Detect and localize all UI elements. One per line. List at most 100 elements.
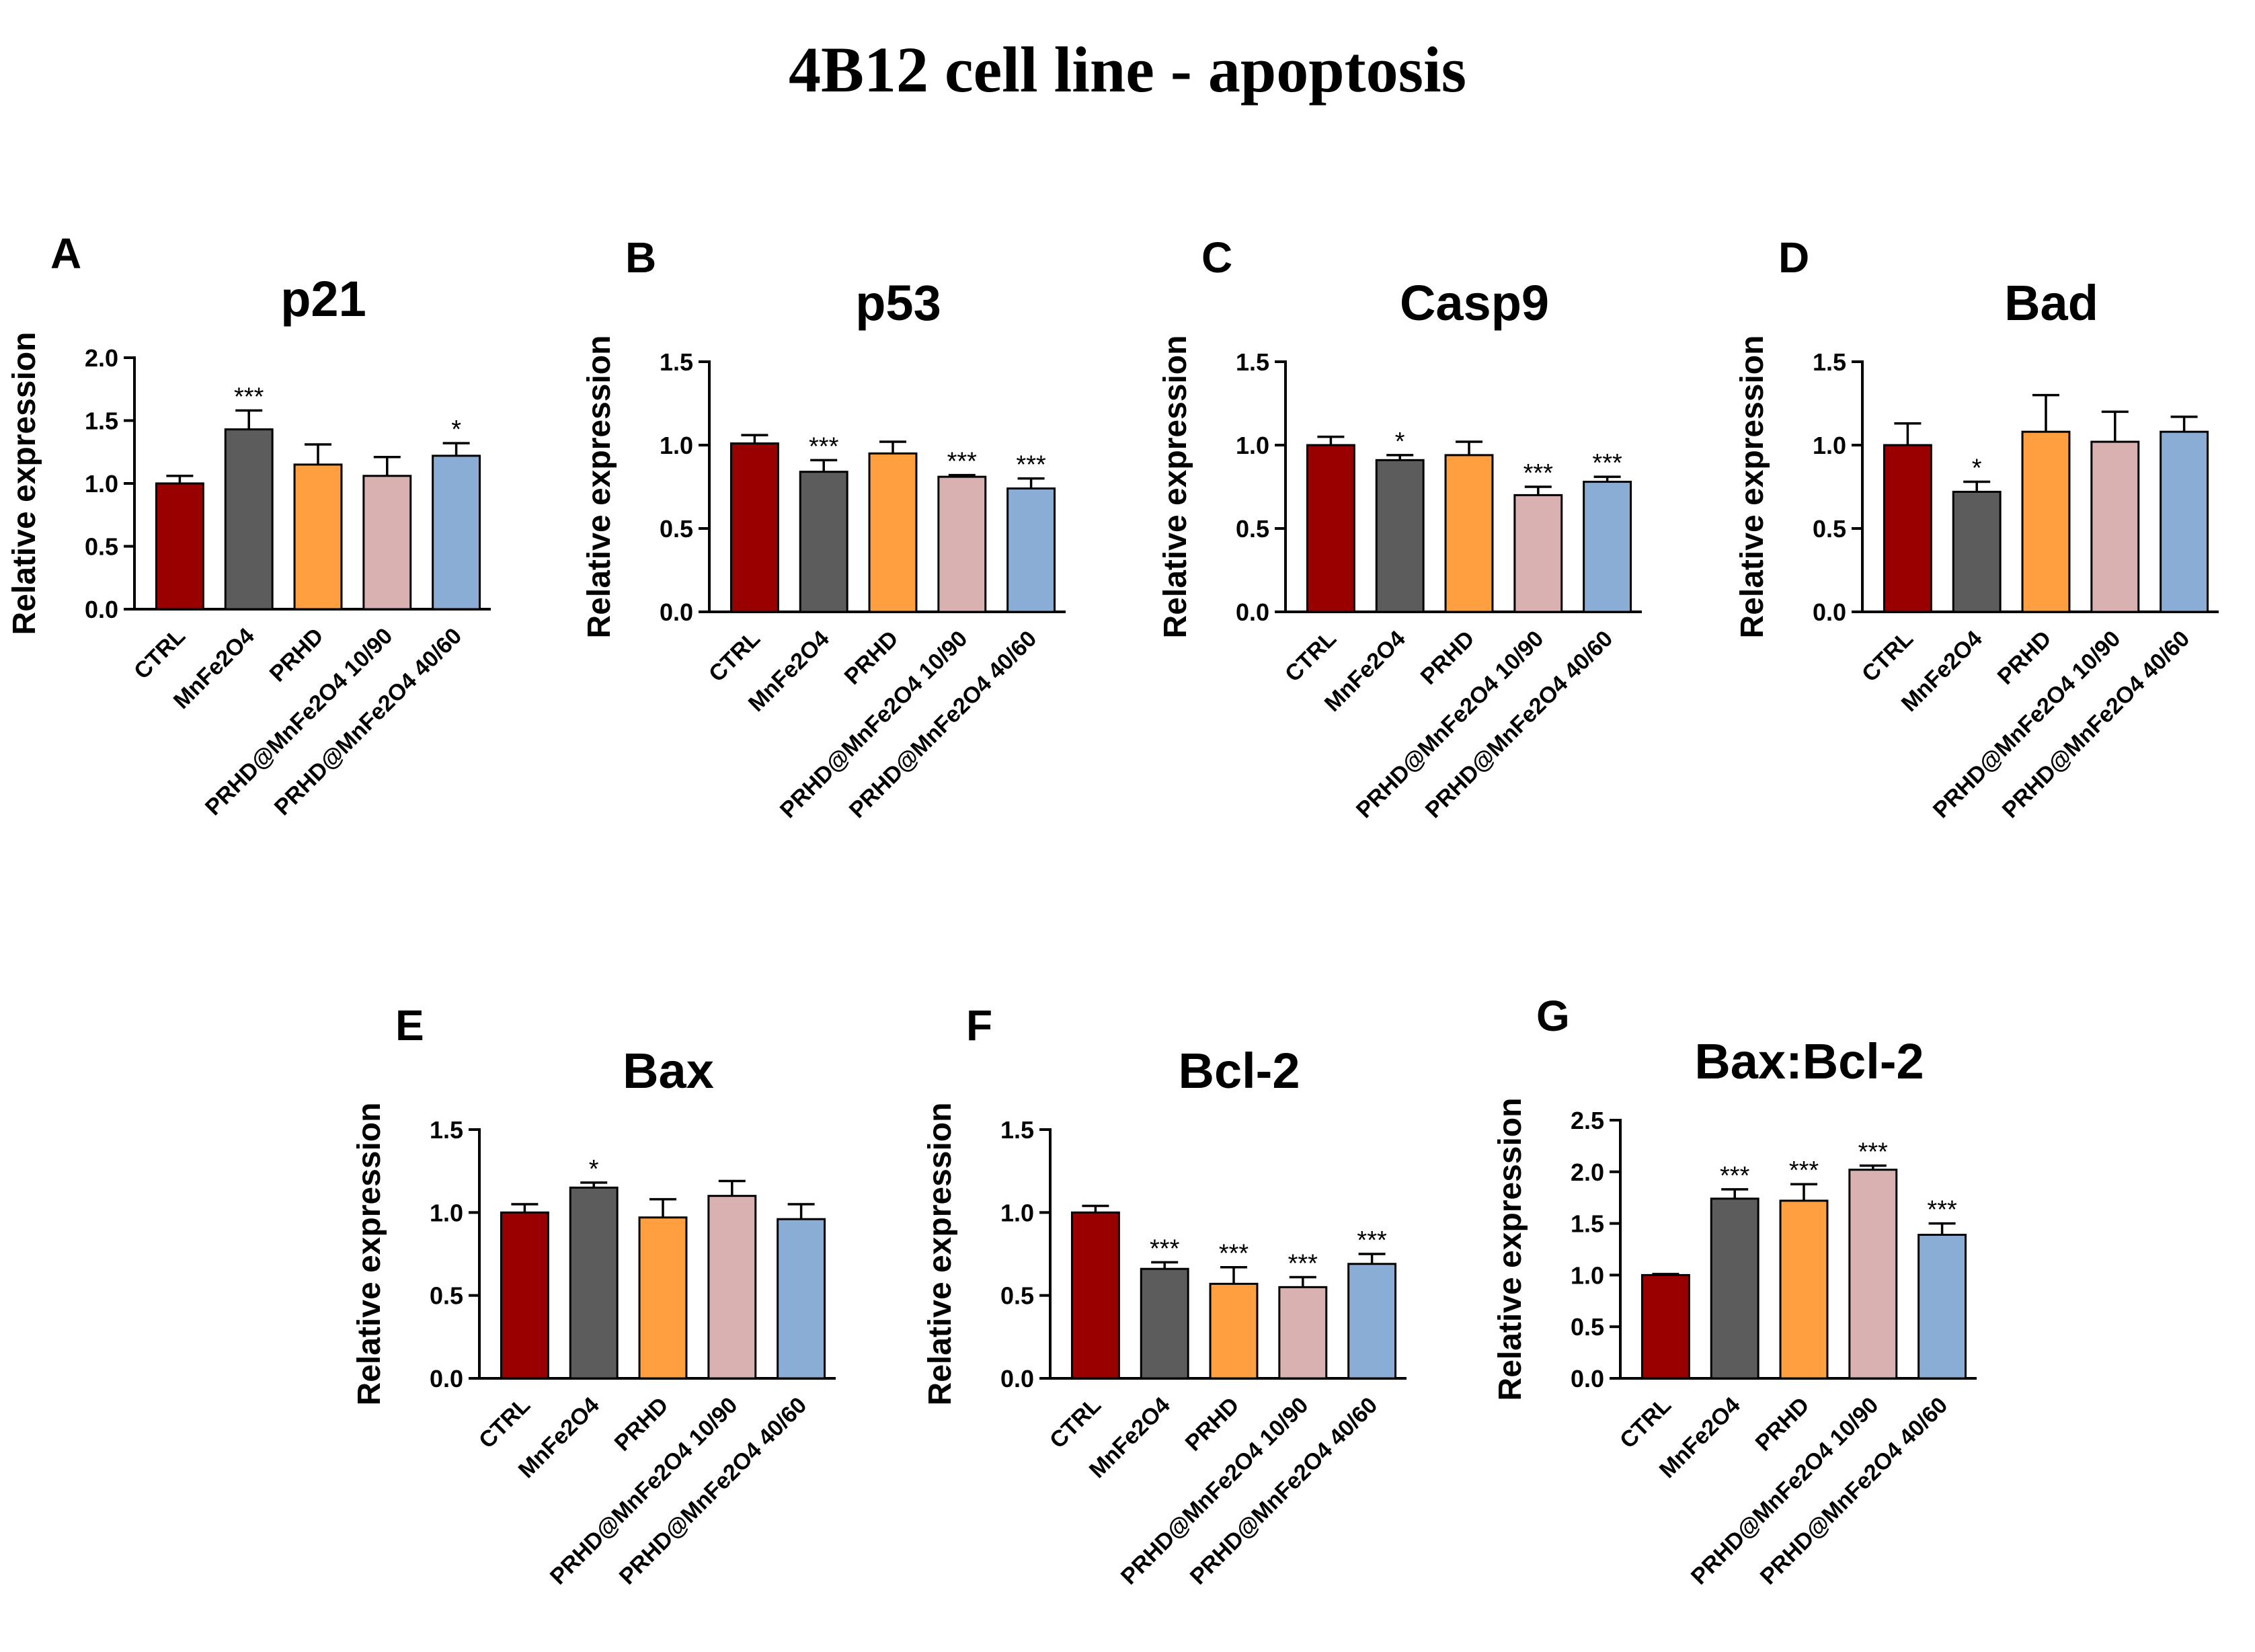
bar [777, 1218, 826, 1380]
significance-marker: * [589, 1155, 599, 1183]
y-tick-label: 1.5 [430, 1116, 463, 1144]
bar [1347, 1263, 1397, 1380]
significance-marker: *** [809, 432, 839, 461]
significance-marker: *** [1357, 1226, 1387, 1255]
y-tick-label: 1.0 [660, 432, 693, 459]
y-tick-label: 1.0 [1813, 432, 1846, 459]
y-tick-label: 2.0 [1571, 1158, 1604, 1186]
bar [1710, 1197, 1759, 1380]
category-label: CTRL [1615, 1392, 1676, 1454]
bar [1306, 444, 1355, 613]
significance-marker: *** [947, 448, 978, 476]
y-tick-label: 1.0 [85, 470, 118, 498]
bar [1917, 1233, 1967, 1380]
category-label: CTRL [1280, 626, 1341, 687]
y-tick-label: 1.5 [1813, 348, 1846, 376]
chart-panel-d: D Bad Relative expression 0.0 0.5 1.0 1.5 CTRL *… [1735, 233, 2219, 823]
significance-marker: *** [1288, 1250, 1318, 1278]
category-label: PRHD [610, 1392, 674, 1456]
chart-panel-f: F Bcl-2 Relative expression 0.0 0.5 1.0 1.5 CTR… [922, 1001, 1407, 1589]
y-tick-label: 2.0 [85, 344, 118, 372]
category-label: PRHD [1751, 1392, 1815, 1456]
y-tick-label: 0.0 [430, 1365, 463, 1392]
significance-marker: *** [1927, 1196, 1957, 1224]
panel-letter: A [50, 229, 81, 278]
bar [1278, 1286, 1328, 1380]
category-label: PRHD [1181, 1392, 1244, 1456]
y-axis-label: Relative expression [1735, 336, 1770, 639]
bar [500, 1211, 549, 1380]
panel-title: Bcl-2 [1179, 1043, 1300, 1099]
y-tick-label: 0.0 [1000, 1365, 1034, 1392]
y-axis-label: Relative expression [352, 1103, 387, 1406]
y-tick-label: 0.5 [660, 515, 693, 543]
y-tick-label: 2.5 [1571, 1107, 1604, 1134]
significance-marker: *** [1720, 1162, 1750, 1190]
y-tick-label: 1.5 [1571, 1210, 1604, 1238]
y-tick-label: 0.0 [1571, 1365, 1604, 1392]
y-tick-label: 0.0 [1236, 598, 1269, 626]
bar [1883, 444, 1932, 613]
bar [1779, 1199, 1829, 1380]
bar [1140, 1267, 1189, 1380]
category-label: CTRL [474, 1392, 535, 1454]
y-tick-label: 0.0 [1813, 598, 1846, 626]
bar [1070, 1211, 1120, 1380]
y-tick-label: 1.0 [1571, 1261, 1604, 1289]
significance-marker: *** [1858, 1138, 1889, 1167]
bar [362, 475, 412, 611]
bar [293, 463, 343, 611]
category-label: PRHD [265, 623, 329, 687]
bar [1209, 1282, 1259, 1380]
bar [224, 428, 274, 611]
bar [155, 482, 204, 611]
category-label: PRHD [1993, 626, 2057, 690]
y-tick-label: 1.0 [1236, 432, 1269, 459]
bar [799, 471, 848, 613]
bar [1375, 459, 1425, 613]
bar [2090, 440, 2140, 613]
significance-marker: *** [1592, 449, 1622, 477]
bar [1006, 487, 1056, 613]
significance-marker: * [1972, 455, 1982, 483]
y-tick-label: 1.5 [85, 407, 118, 435]
y-tick-label: 0.5 [1571, 1313, 1604, 1341]
y-tick-label: 1.5 [1000, 1116, 1034, 1144]
chart-panel-c: C Casp9 Relative expression 0.0 0.5 1.0 1.5 CTR… [1158, 233, 1642, 823]
panel-letter: F [966, 1001, 992, 1050]
significance-marker: *** [1524, 459, 1554, 487]
panel-letter: E [395, 1001, 424, 1050]
category-label: PRHD [1416, 626, 1480, 690]
y-axis-label: Relative expression [582, 336, 617, 639]
bar [937, 475, 987, 613]
y-tick-label: 0.0 [85, 596, 118, 623]
y-axis-label: Relative expression [1493, 1098, 1528, 1401]
bar [569, 1186, 619, 1380]
panel-letter: D [1778, 233, 1809, 282]
y-tick-label: 1.5 [660, 348, 693, 376]
significance-marker: * [1395, 428, 1405, 456]
bar [432, 455, 481, 611]
bar [729, 442, 779, 613]
category-label: PRHD [840, 626, 904, 690]
figure-title: 4B12 cell line - apoptosis [788, 34, 1467, 106]
y-tick-label: 0.5 [430, 1282, 463, 1310]
y-tick-label: 0.5 [1000, 1282, 1034, 1310]
panel-title: Casp9 [1400, 275, 1549, 331]
panel-letter: B [625, 233, 656, 282]
y-axis-label: Relative expression [1158, 336, 1193, 639]
panel-title: Bax:Bcl-2 [1694, 1033, 1924, 1089]
y-tick-label: 0.5 [85, 533, 118, 561]
significance-marker: *** [1219, 1240, 1249, 1268]
significance-marker: *** [1150, 1234, 1180, 1263]
panel-letter: C [1201, 233, 1232, 282]
significance-marker: *** [1789, 1156, 1819, 1185]
bar [2160, 430, 2209, 613]
significance-marker: *** [1016, 451, 1046, 479]
significance-marker: * [451, 416, 461, 444]
y-axis-label: Relative expression [7, 332, 42, 635]
panel-title: p21 [280, 271, 366, 327]
y-tick-label: 1.5 [1236, 348, 1269, 376]
